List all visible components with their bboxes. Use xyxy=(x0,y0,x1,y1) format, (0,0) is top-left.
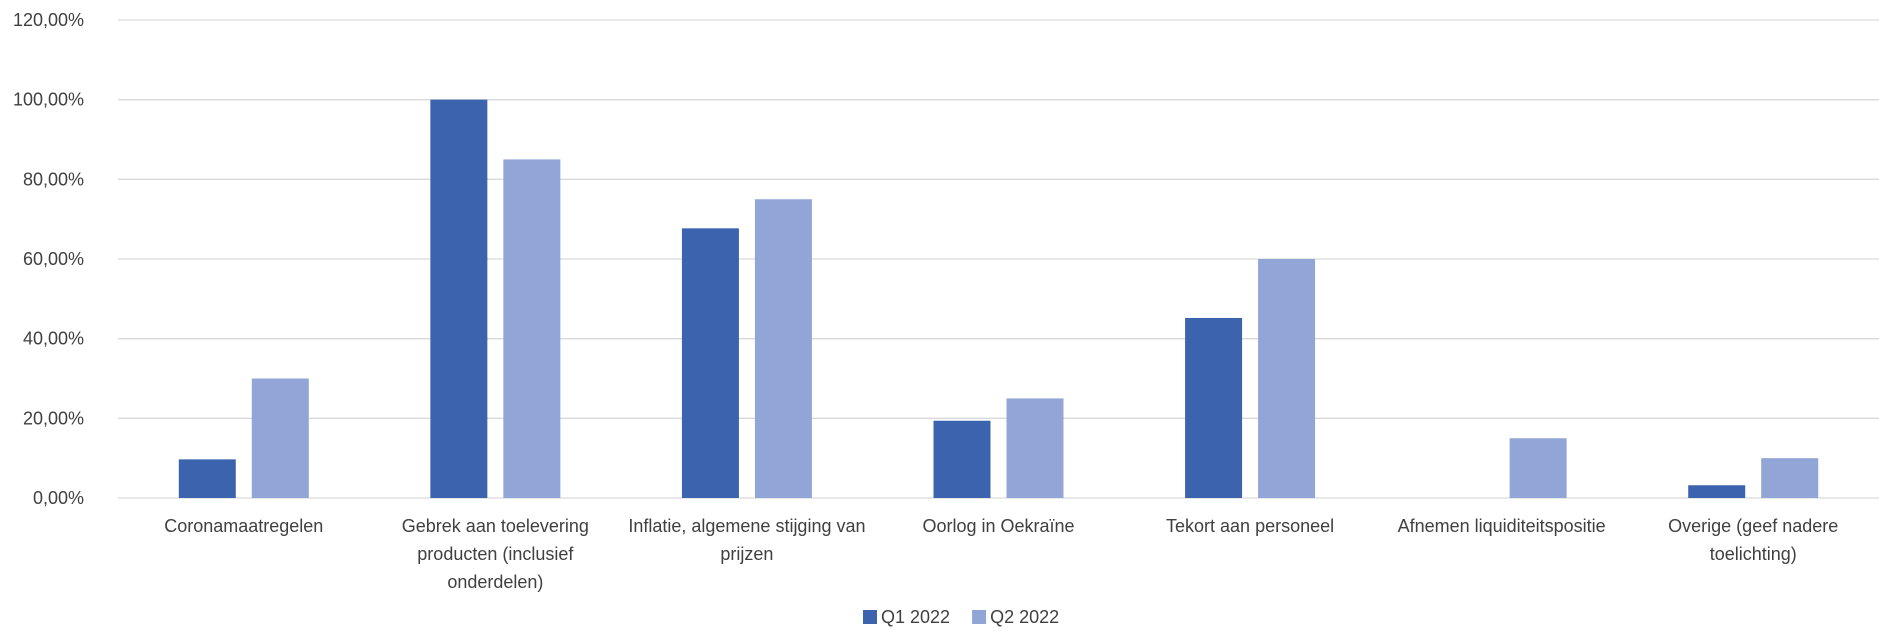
legend: Q1 2022 Q2 2022 xyxy=(863,607,1059,627)
bar-q2-2022-2 xyxy=(754,199,812,498)
x-category-label: Inflatie, algemene stijging van xyxy=(628,516,865,536)
y-tick-label: 60,00% xyxy=(23,249,84,269)
legend-label: Q1 2022 xyxy=(881,607,950,627)
bar-q1-2022-1 xyxy=(430,99,488,499)
bar-q1-2022-2 xyxy=(681,228,739,498)
x-category-label: onderdelen) xyxy=(447,572,543,592)
y-axis-ticks: 0,00% 20,00% 40,00% 60,00% 80,00% 100,00% 120,… xyxy=(13,10,84,508)
bar-q2-2022-5 xyxy=(1509,438,1567,498)
bar-q2-2022-1 xyxy=(503,159,561,498)
x-axis-categories: Coronamaatregelen Gebrek aan toelevering p… xyxy=(164,516,1838,592)
y-tick-label: 100,00% xyxy=(13,90,84,110)
x-category-label: Tekort aan personeel xyxy=(1166,516,1334,536)
bar-q1-2022-6 xyxy=(1688,485,1746,498)
bar-q1-2022-0 xyxy=(178,459,236,498)
bar-q2-2022-0 xyxy=(251,378,309,498)
bar-q2-2022-6 xyxy=(1761,458,1819,498)
x-category-label: Afnemen liquiditeitspositie xyxy=(1398,516,1606,536)
x-category-label: toelichting) xyxy=(1710,544,1797,564)
x-category-label: Gebrek aan toelevering xyxy=(402,516,589,536)
gridlines xyxy=(118,19,1879,499)
bar-q1-2022-3 xyxy=(933,420,991,498)
x-category-label: Overige (geef nadere xyxy=(1668,516,1838,536)
y-tick-label: 80,00% xyxy=(23,169,84,189)
legend-label: Q2 2022 xyxy=(990,607,1059,627)
y-tick-label: 20,00% xyxy=(23,408,84,428)
y-tick-label: 0,00% xyxy=(33,488,84,508)
bar-q2-2022-4 xyxy=(1258,259,1316,498)
legend-swatch xyxy=(972,610,987,624)
y-tick-label: 120,00% xyxy=(13,10,84,30)
legend-swatch xyxy=(863,610,877,624)
x-category-label: Oorlog in Oekraïne xyxy=(922,516,1074,536)
bar-q2-2022-3 xyxy=(1006,398,1064,498)
x-category-label: producten (inclusief xyxy=(417,544,574,564)
bars xyxy=(178,99,1819,499)
x-category-label: prijzen xyxy=(720,544,773,564)
y-tick-label: 40,00% xyxy=(23,329,84,349)
bar-q1-2022-4 xyxy=(1185,317,1243,498)
x-category-label: Coronamaatregelen xyxy=(164,516,323,536)
